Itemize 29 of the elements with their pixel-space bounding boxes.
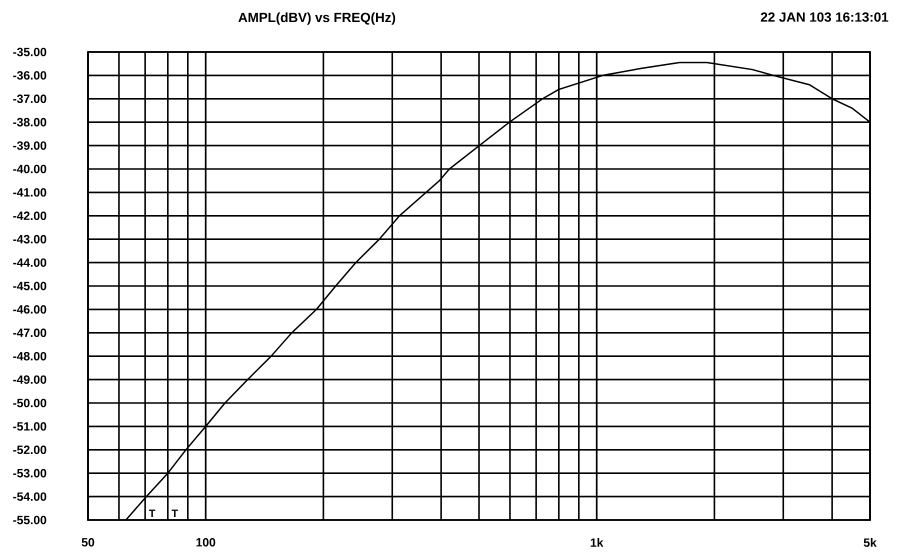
y-tick-label: -41.00 bbox=[13, 188, 46, 197]
y-tick-label: -37.00 bbox=[13, 94, 46, 104]
y-tick-label: -35.00 bbox=[13, 48, 46, 56]
y-tick-label: -49.00 bbox=[13, 375, 46, 384]
text: 22 JAN 103 16:13:01 bbox=[760, 12, 888, 22]
annotation: T bbox=[172, 510, 178, 517]
x-tick-label: 5k bbox=[864, 538, 877, 547]
x-tick-label: 100 bbox=[196, 538, 216, 547]
x-tick-label: 1k bbox=[590, 538, 604, 547]
y-tick-label: -52.00 bbox=[13, 446, 46, 454]
y-tick-label: -46.00 bbox=[13, 305, 46, 314]
y-tick-label: -47.00 bbox=[13, 328, 46, 338]
y-tick-label: -48.00 bbox=[13, 352, 46, 360]
y-tick-label: -44.00 bbox=[13, 258, 46, 267]
x-tick-label: 50 bbox=[82, 538, 94, 547]
chart-title: AMPL(dBV) vs FREQ(Hz) bbox=[238, 12, 396, 25]
y-tick-label: -38.00 bbox=[13, 118, 46, 126]
y-tick-label: -40.00 bbox=[13, 164, 46, 174]
y-tick-label: -51.00 bbox=[13, 422, 46, 431]
y-tick-label: -50.00 bbox=[13, 398, 46, 408]
y-tick-label: -54.00 bbox=[13, 492, 46, 501]
y-tick-label: -45.00 bbox=[13, 282, 46, 290]
y-tick-label: -39.00 bbox=[13, 141, 46, 150]
y-tick-label: -55.00 bbox=[13, 516, 46, 524]
y-tick-label: -43.00 bbox=[13, 234, 46, 244]
y-tick-label: -42.00 bbox=[13, 212, 46, 220]
annotation: T bbox=[149, 510, 156, 517]
y-tick-label: -36.00 bbox=[13, 71, 46, 80]
y-tick-label: -53.00 bbox=[13, 468, 46, 478]
